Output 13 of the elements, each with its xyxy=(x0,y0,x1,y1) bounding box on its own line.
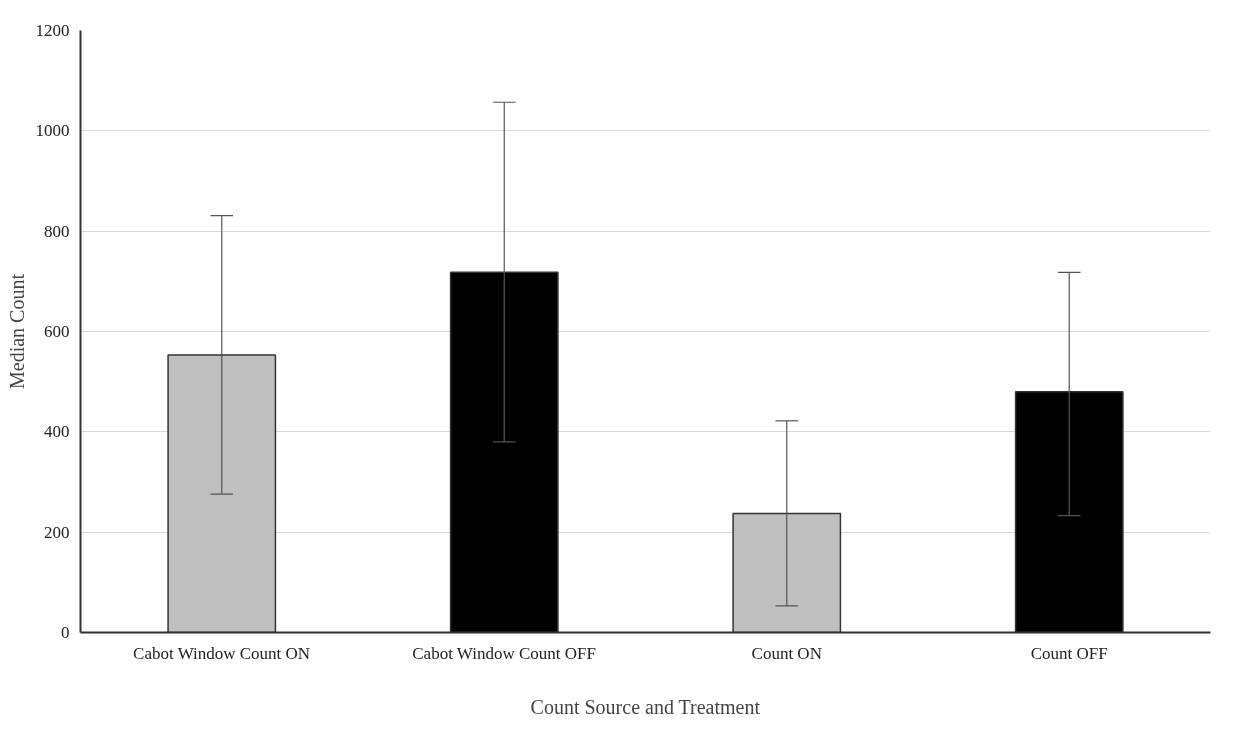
y-tick-label: 600 xyxy=(44,322,70,341)
x-axis-title: Count Source and Treatment xyxy=(530,695,761,718)
y-tick-label: 1200 xyxy=(35,21,70,40)
x-tick-label: Count OFF xyxy=(1030,643,1108,663)
x-tick-label: Count ON xyxy=(751,643,822,663)
y-tick-label: 0 xyxy=(61,623,70,642)
y-axis-title: Median Count xyxy=(5,273,28,389)
y-tick-label: 800 xyxy=(44,221,70,241)
y-tick-label: 1000 xyxy=(35,121,70,141)
x-tick-label: Cabot Window Count ON xyxy=(133,643,311,663)
y-tick-label: 400 xyxy=(44,422,70,442)
x-tick-label: Cabot Window Count OFF xyxy=(412,643,596,663)
y-tick-label: 200 xyxy=(44,522,70,542)
